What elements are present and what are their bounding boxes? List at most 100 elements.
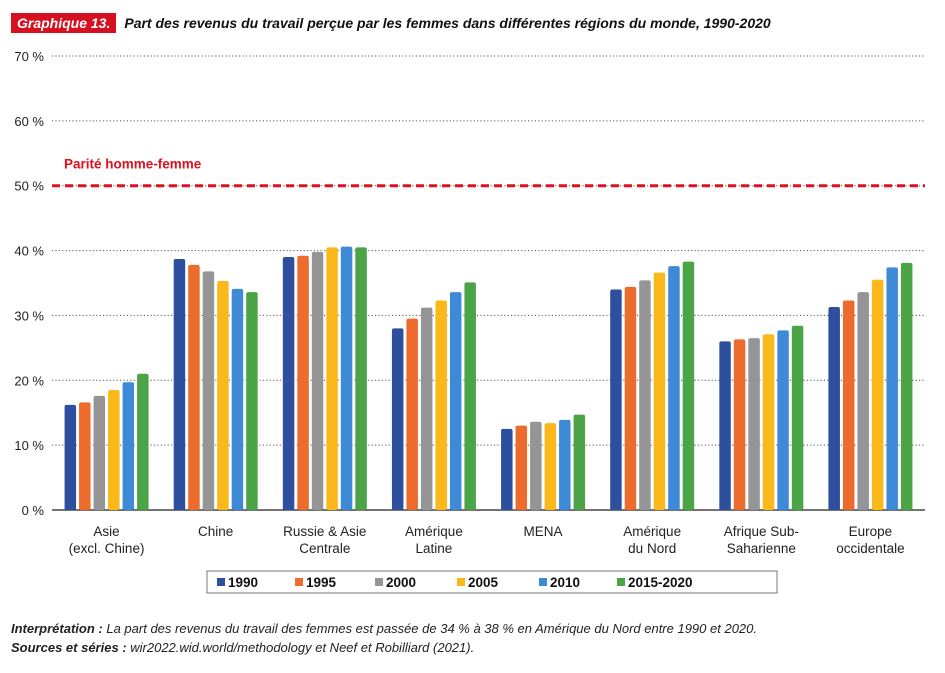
chart-footer: Interprétation : La part des revenus du … — [11, 619, 757, 657]
bar — [842, 300, 855, 510]
bars — [64, 246, 913, 511]
bar — [311, 251, 324, 510]
bar — [420, 307, 433, 510]
x-tick-label: Saharienne — [727, 541, 796, 556]
x-tick-label: MENA — [524, 524, 563, 539]
bar — [355, 247, 367, 511]
legend: 1990 1995 2000 2005 2010 2015-2020 — [206, 570, 778, 594]
legend-label: 2010 — [550, 575, 580, 590]
bar — [406, 318, 418, 510]
legend-swatch — [295, 578, 303, 586]
bar — [653, 272, 666, 510]
x-tick-label: Chine — [198, 524, 233, 539]
bar — [137, 373, 149, 510]
bar — [900, 262, 913, 510]
bar — [231, 288, 244, 510]
x-tick-label: Afrique Sub- — [724, 524, 799, 539]
y-tick-label: 50 % — [14, 179, 44, 194]
legend-label: 1990 — [228, 575, 258, 590]
x-tick-label: Asie — [93, 524, 119, 539]
bar — [791, 325, 804, 510]
bar — [93, 395, 106, 510]
bar — [173, 259, 186, 510]
bar — [762, 334, 775, 510]
legend-label: 2015-2020 — [628, 575, 693, 590]
bar — [777, 330, 789, 510]
x-tick-label: Amérique — [405, 524, 463, 539]
y-tick-label: 40 % — [14, 244, 44, 259]
bar — [217, 281, 229, 510]
bar — [610, 289, 622, 510]
bar — [886, 267, 898, 510]
x-tick-label: Amérique — [623, 524, 681, 539]
legend-swatch — [375, 578, 383, 586]
bar — [246, 292, 258, 510]
bar — [871, 279, 884, 510]
legend-swatch — [617, 578, 625, 586]
y-tick-label: 20 % — [14, 373, 44, 388]
x-tick-label: (excl. Chine) — [69, 541, 145, 556]
sources-note: Sources et séries : wir2022.wid.world/me… — [11, 638, 757, 657]
bar — [64, 404, 77, 510]
y-tick-label: 30 % — [14, 308, 44, 323]
bar — [515, 425, 528, 510]
interpretation-label: Interprétation : — [11, 621, 103, 636]
bar — [391, 328, 404, 510]
bar — [326, 247, 338, 511]
figure-number-badge: Graphique 13. — [11, 13, 117, 33]
bar — [733, 339, 746, 510]
bar — [719, 341, 731, 510]
legend-label: 1995 — [306, 575, 337, 590]
bar — [297, 255, 309, 510]
bar — [828, 306, 840, 510]
sources-label: Sources et séries : — [11, 640, 127, 655]
bar — [559, 419, 571, 510]
bar — [435, 300, 447, 510]
bar — [544, 423, 557, 510]
bar — [449, 292, 462, 510]
x-tick-label: Latine — [416, 541, 453, 556]
legend-label: 2005 — [468, 575, 499, 590]
x-tick-label: du Nord — [628, 541, 676, 556]
legend-swatch — [217, 578, 225, 586]
y-tick-label: 10 % — [14, 438, 44, 453]
interpretation-text: La part des revenus du travail des femme… — [106, 621, 757, 636]
y-tick-label: 60 % — [14, 114, 44, 129]
bar — [682, 261, 695, 510]
x-axis: Asie (excl. Chine) Chine Russie & Asie Centr… — [69, 524, 905, 556]
legend-box — [206, 570, 778, 594]
bar — [668, 266, 680, 510]
bar — [573, 414, 586, 510]
bar — [857, 292, 869, 510]
legend-swatch — [539, 578, 547, 586]
legend-swatch — [457, 578, 465, 586]
x-tick-label: Centrale — [299, 541, 350, 556]
bar — [639, 280, 651, 510]
y-axis: 0 % 10 % 20 % 30 % 40 % 50 % 60 % 70 % — [14, 49, 925, 518]
x-tick-label: occidentale — [836, 541, 904, 556]
chart-title: Part des revenus du travail perçue par l… — [124, 15, 771, 31]
bar — [79, 402, 91, 510]
bar — [340, 246, 353, 510]
x-tick-label: Europe — [849, 524, 893, 539]
bar — [501, 428, 513, 510]
bar — [282, 257, 295, 510]
parity-reference-line: Parité homme-femme — [52, 157, 925, 188]
chart-header: Graphique 13. Part des revenus du travai… — [11, 12, 771, 34]
legend-label: 2000 — [386, 575, 416, 590]
bar — [464, 282, 476, 510]
sources-text: wir2022.wid.world/methodology et Neef et… — [130, 640, 475, 655]
x-tick-label: Russie & Asie — [283, 524, 366, 539]
parity-label: Parité homme-femme — [64, 157, 202, 172]
bar — [624, 286, 637, 510]
y-tick-label: 70 % — [14, 49, 44, 64]
y-tick-label: 0 % — [22, 503, 45, 518]
interpretation-note: Interprétation : La part des revenus du … — [11, 619, 757, 638]
bar-chart: 0 % 10 % 20 % 30 % 40 % 50 % 60 % 70 % Parité h… — [14, 49, 925, 594]
bar — [748, 338, 760, 510]
bar — [530, 421, 542, 510]
bar — [188, 264, 200, 510]
bar — [108, 390, 120, 510]
bar — [202, 271, 215, 510]
bar — [122, 382, 135, 510]
